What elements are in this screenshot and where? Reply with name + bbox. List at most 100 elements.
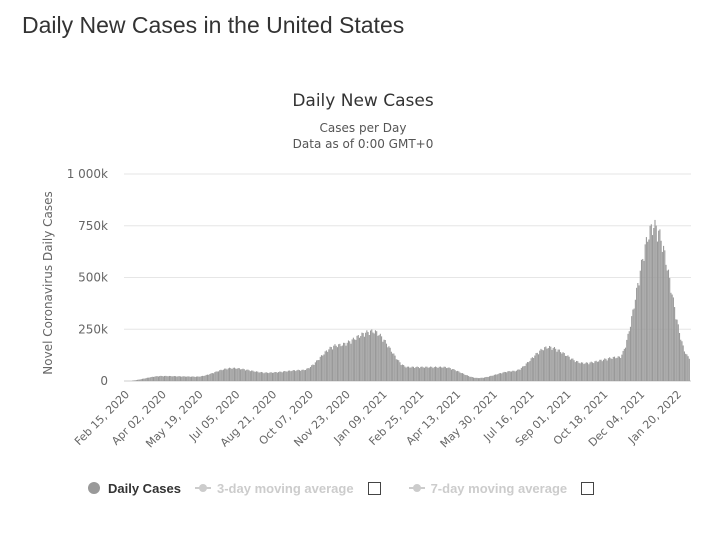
bar: [340, 346, 342, 381]
legend-label-3-day: 3-day moving average: [217, 480, 354, 496]
bar: [331, 349, 334, 381]
legend-item-7-day[interactable]: 7-day moving average: [408, 481, 609, 496]
bar: [214, 372, 216, 381]
bar: [457, 370, 459, 381]
bar: [428, 367, 430, 381]
bar: [287, 370, 289, 381]
bar: [327, 351, 329, 381]
bar: [365, 332, 367, 381]
bar: [289, 370, 291, 381]
bar: [293, 370, 296, 381]
bar: [633, 308, 635, 381]
bar: [323, 354, 325, 381]
bar: [442, 367, 444, 381]
bar: [244, 370, 247, 381]
3-day-checkbox[interactable]: [367, 481, 381, 495]
bar: [453, 369, 455, 381]
line-marker-icon: [408, 482, 425, 494]
bar: [172, 376, 174, 381]
bar: [274, 372, 276, 381]
bar: [486, 376, 488, 381]
bar: [472, 377, 475, 381]
bar: [649, 225, 651, 381]
bar: [259, 372, 261, 381]
bar: [236, 368, 238, 381]
bar: [280, 371, 282, 381]
bar: [496, 374, 498, 381]
bar: [479, 378, 481, 381]
bar: [238, 368, 240, 381]
bar: [526, 362, 529, 381]
bar: [138, 379, 140, 381]
bar: [179, 376, 182, 381]
bar: [170, 375, 172, 381]
bar: [374, 330, 376, 381]
bar: [678, 333, 681, 381]
bar: [388, 346, 390, 381]
bar: [296, 370, 298, 381]
bar: [162, 376, 164, 381]
bar: [518, 369, 520, 381]
bar: [242, 368, 244, 381]
bar: [177, 376, 179, 381]
bar: [439, 366, 441, 381]
bar: [552, 348, 554, 381]
bar: [276, 372, 278, 381]
bar: [213, 373, 215, 381]
bar: [476, 377, 478, 381]
bar: [247, 369, 249, 381]
bar: [660, 240, 662, 381]
bar: [595, 360, 597, 381]
bar: [594, 361, 596, 381]
bar: [650, 224, 652, 381]
bar: [517, 369, 519, 381]
bar: [426, 366, 428, 381]
bar: [422, 367, 424, 381]
bar: [557, 349, 559, 381]
bar: [197, 376, 199, 381]
bar: [210, 373, 212, 381]
bar: [688, 358, 690, 381]
bar: [410, 367, 412, 381]
chart-title: Daily New Cases: [292, 91, 434, 111]
bar: [631, 316, 633, 381]
bar: [141, 378, 144, 381]
bar: [338, 344, 340, 381]
bar: [613, 356, 616, 381]
bar: [556, 351, 558, 381]
bar: [474, 377, 476, 381]
bar: [430, 366, 432, 381]
y-tick-label: 0: [100, 374, 108, 388]
bar: [602, 359, 605, 381]
bar: [319, 356, 321, 381]
bar: [420, 366, 422, 381]
bar: [481, 377, 483, 381]
bar: [222, 369, 224, 381]
7-day-checkbox[interactable]: [581, 481, 595, 495]
bar: [471, 377, 473, 381]
bar: [566, 355, 568, 381]
bar: [376, 331, 378, 381]
legend-item-3-day[interactable]: 3-day moving average: [195, 481, 395, 496]
bar: [144, 378, 146, 381]
legend: Daily Cases 3-day moving average 7-day m…: [88, 478, 622, 498]
bar: [683, 351, 685, 381]
bar: [317, 360, 319, 381]
bar: [360, 336, 362, 381]
bar: [623, 348, 625, 381]
bar: [636, 287, 638, 381]
legend-item-daily-cases[interactable]: Daily Cases: [88, 481, 181, 496]
bar: [270, 372, 272, 381]
bar: [620, 357, 622, 381]
bar: [286, 371, 288, 381]
bar: [659, 229, 661, 381]
bar: [475, 377, 477, 381]
bar: [465, 375, 467, 381]
bar: [220, 369, 222, 381]
bar: [567, 355, 569, 381]
bar: [297, 369, 299, 381]
bar: [544, 347, 546, 381]
bar: [354, 339, 356, 381]
bar: [156, 376, 158, 381]
